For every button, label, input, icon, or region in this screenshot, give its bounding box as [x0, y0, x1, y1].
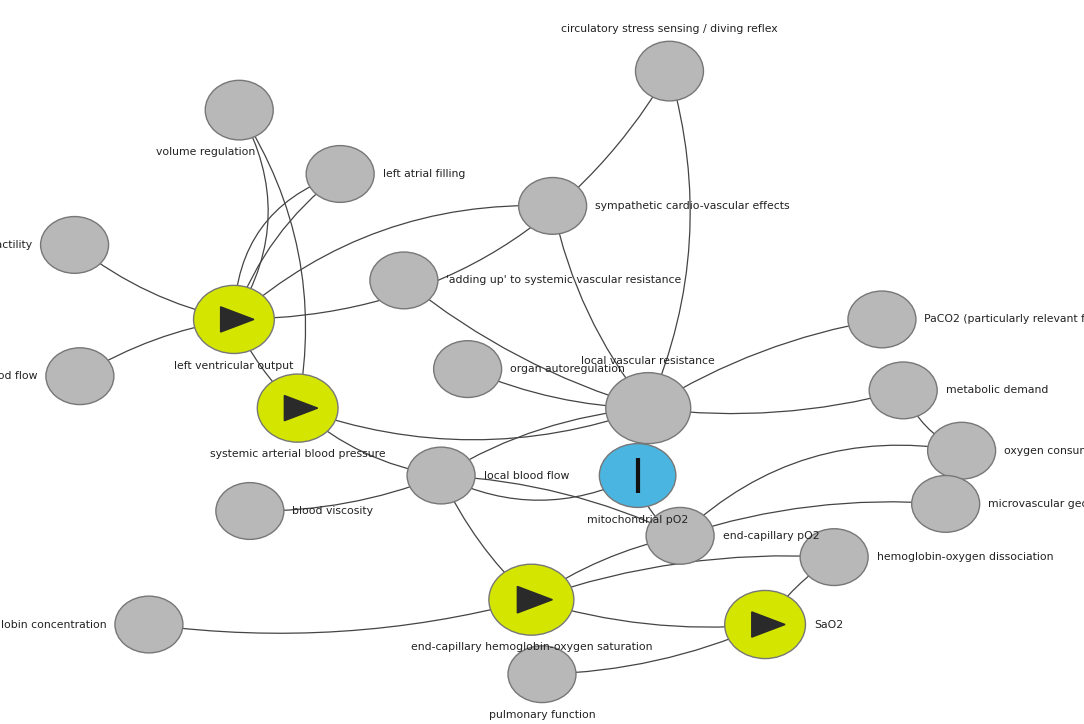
Text: systemic arterial blood pressure: systemic arterial blood pressure: [210, 450, 386, 459]
Ellipse shape: [257, 374, 338, 442]
Ellipse shape: [635, 41, 704, 101]
Ellipse shape: [370, 252, 438, 309]
Polygon shape: [284, 395, 318, 421]
Text: blood hemoglobin concentration: blood hemoglobin concentration: [0, 620, 106, 630]
Ellipse shape: [508, 646, 576, 702]
Polygon shape: [221, 307, 254, 332]
Text: local vascular resistance: local vascular resistance: [581, 355, 715, 366]
Text: local blood flow: local blood flow: [483, 471, 569, 481]
Text: circulatory stress sensing / diving reflex: circulatory stress sensing / diving refl…: [562, 24, 778, 34]
Text: hemoglobin-oxygen dissociation: hemoglobin-oxygen dissociation: [877, 552, 1054, 562]
Text: mitochondrial pO2: mitochondrial pO2: [586, 515, 688, 525]
Ellipse shape: [606, 373, 691, 444]
Ellipse shape: [489, 564, 573, 635]
Polygon shape: [752, 612, 785, 637]
Text: pulmonary function: pulmonary function: [489, 710, 595, 720]
Text: oxygen consumption: oxygen consumption: [1004, 446, 1084, 455]
Ellipse shape: [306, 146, 374, 203]
Text: end-capillary hemoglobin-oxygen saturation: end-capillary hemoglobin-oxygen saturati…: [411, 642, 653, 652]
Polygon shape: [517, 586, 553, 613]
Ellipse shape: [599, 444, 675, 508]
Ellipse shape: [40, 216, 108, 274]
Text: sympathetic cardio-vascular effects: sympathetic cardio-vascular effects: [595, 201, 790, 211]
Ellipse shape: [518, 177, 586, 235]
Ellipse shape: [408, 447, 475, 504]
Text: organ autoregulation: organ autoregulation: [511, 364, 625, 374]
Ellipse shape: [46, 348, 114, 405]
Text: SaO2: SaO2: [814, 620, 843, 630]
Text: volume regulation: volume regulation: [156, 147, 255, 157]
Ellipse shape: [928, 422, 995, 479]
Ellipse shape: [848, 291, 916, 348]
Text: end-capillary pO2: end-capillary pO2: [723, 531, 820, 541]
Ellipse shape: [646, 508, 714, 564]
Text: left atrial filling: left atrial filling: [383, 169, 465, 179]
Text: ventricular contractility: ventricular contractility: [0, 240, 33, 250]
Ellipse shape: [194, 285, 274, 353]
Text: left ventricular output: left ventricular output: [175, 361, 294, 371]
Text: arterial ductal blood flow: arterial ductal blood flow: [0, 371, 38, 382]
Ellipse shape: [115, 596, 183, 653]
Ellipse shape: [912, 476, 980, 532]
Text: 'adding up' to systemic vascular resistance: 'adding up' to systemic vascular resista…: [447, 275, 682, 285]
Text: PaCO2 (particularly relevant for the brain): PaCO2 (particularly relevant for the bra…: [925, 314, 1084, 324]
Ellipse shape: [205, 80, 273, 140]
Ellipse shape: [434, 341, 502, 397]
Ellipse shape: [725, 591, 805, 659]
Text: blood viscosity: blood viscosity: [293, 506, 373, 516]
Ellipse shape: [869, 362, 938, 418]
Ellipse shape: [800, 529, 868, 586]
Ellipse shape: [216, 483, 284, 539]
Text: microvascular geometry: microvascular geometry: [989, 499, 1084, 509]
Text: metabolic demand: metabolic demand: [945, 385, 1048, 395]
